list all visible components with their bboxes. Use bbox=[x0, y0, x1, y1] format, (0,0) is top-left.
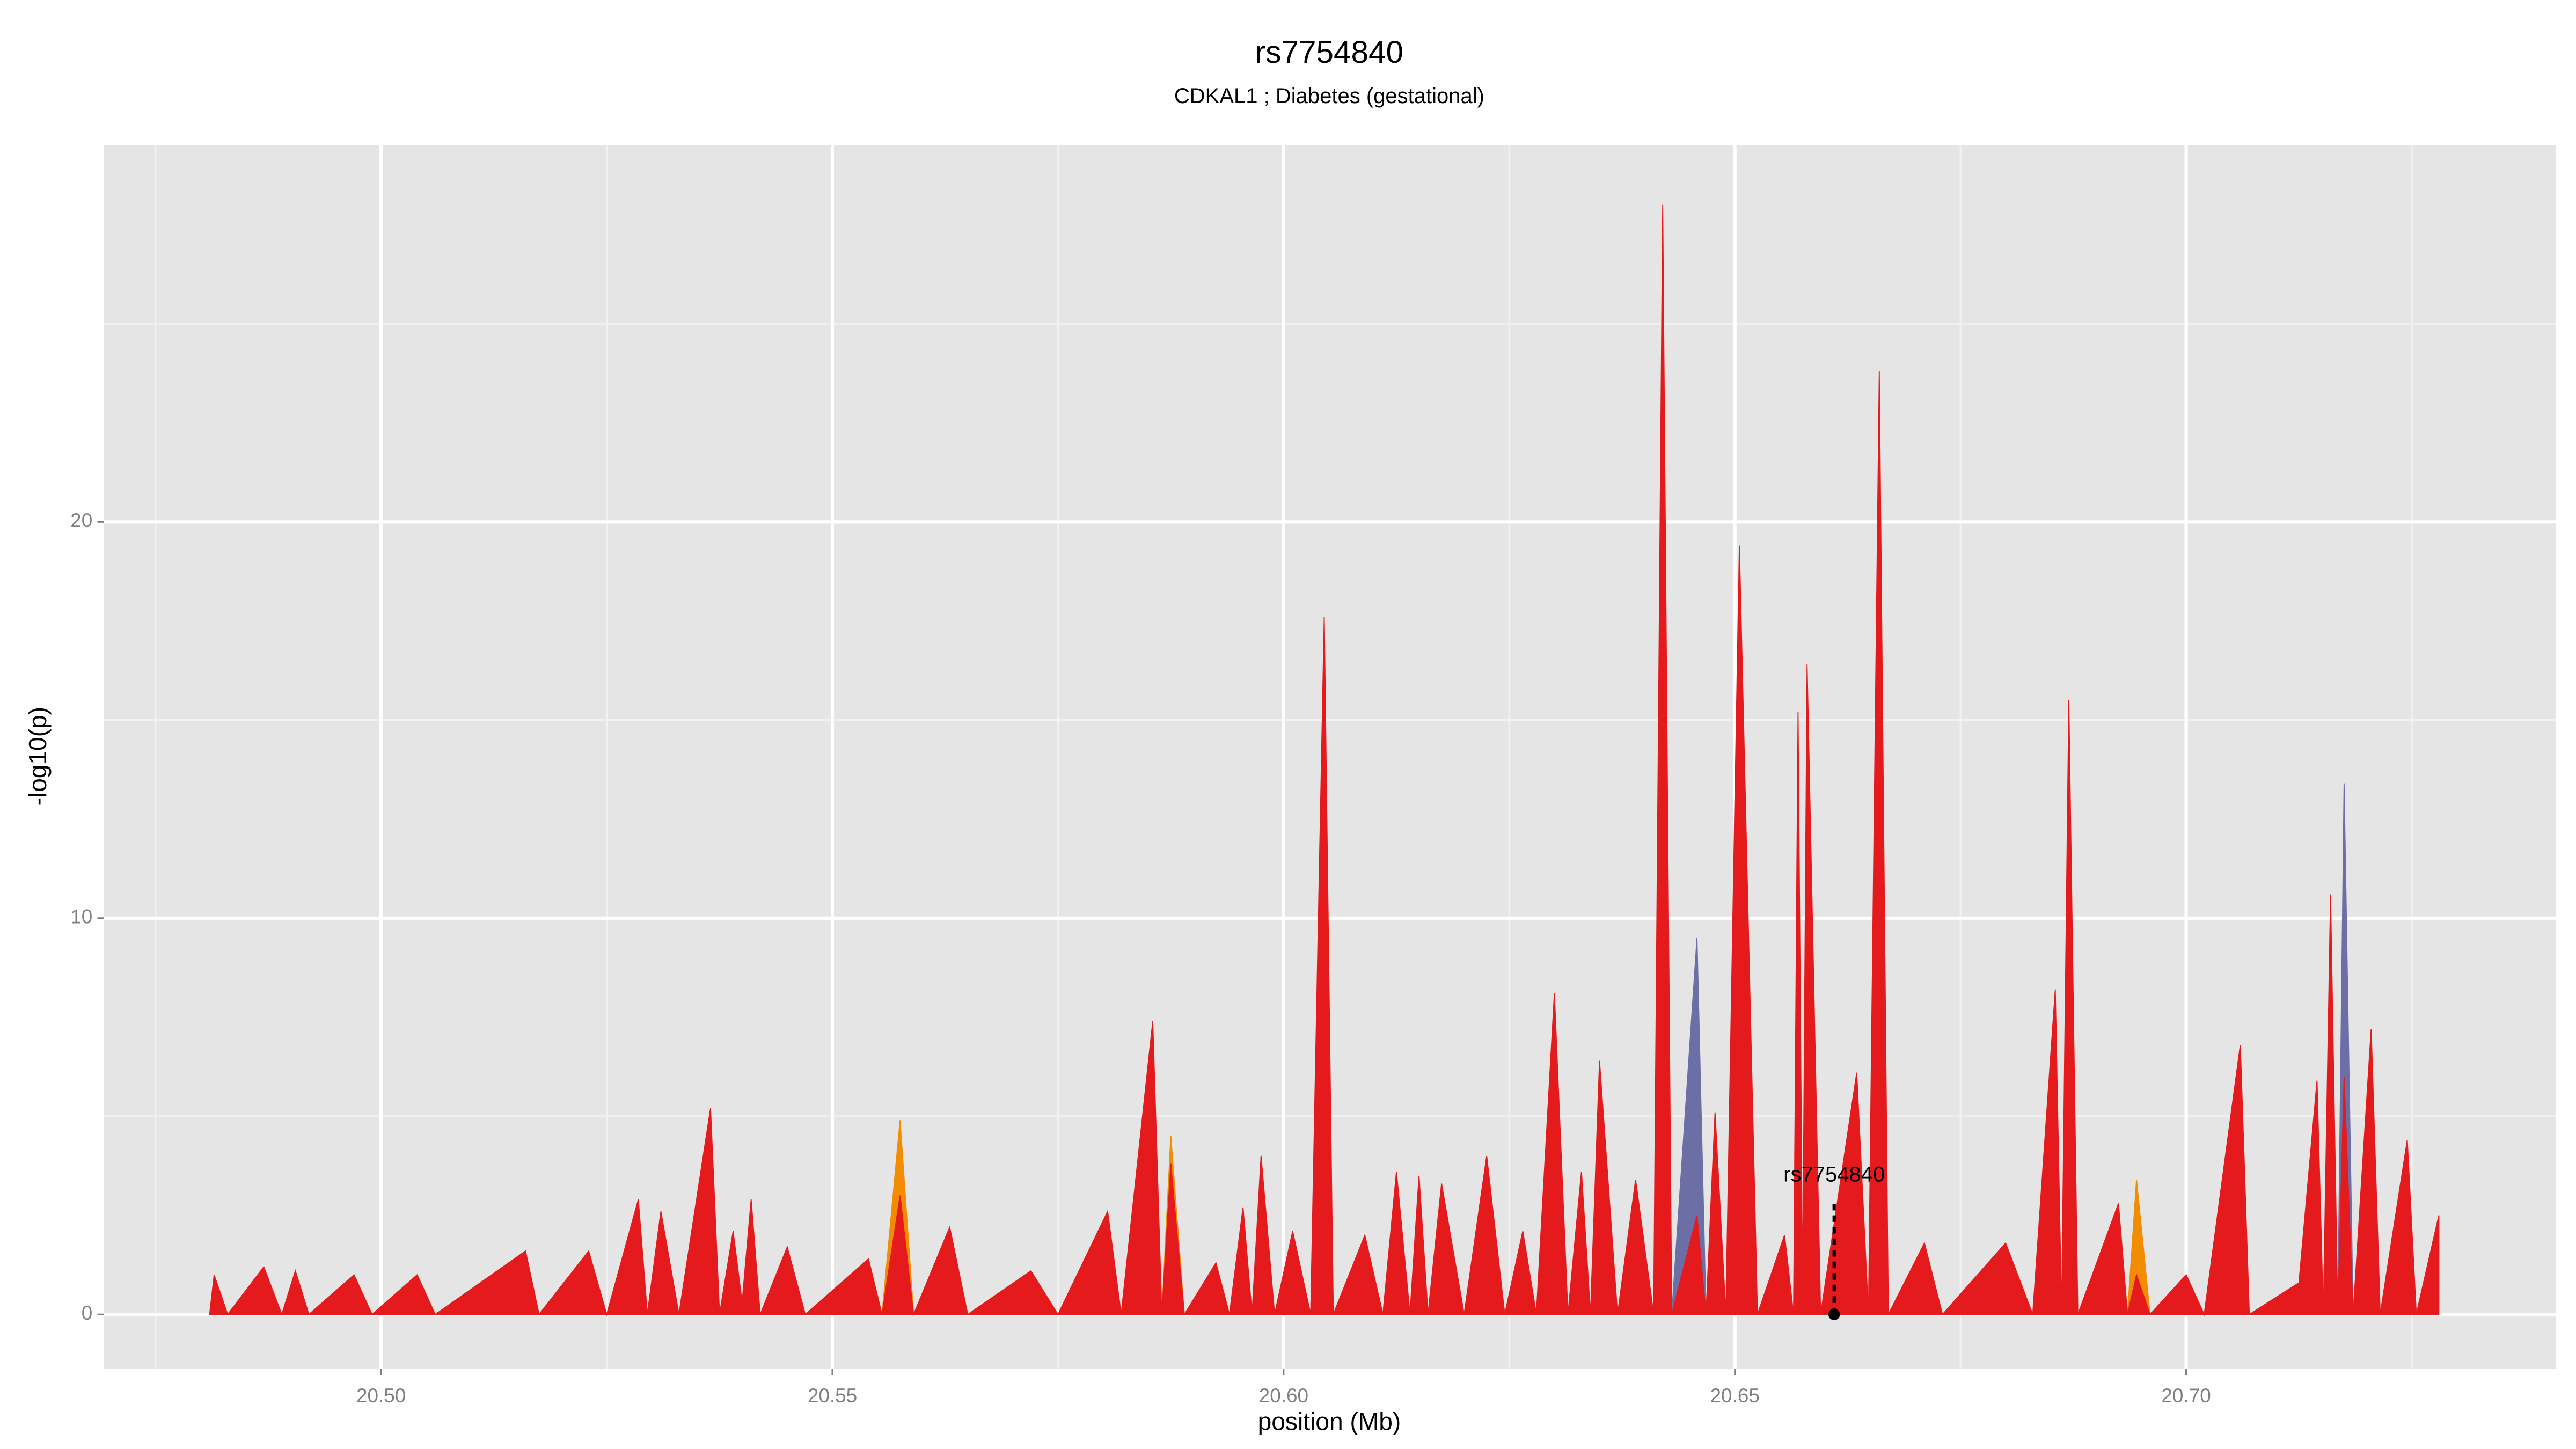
y-tick-label: 0 bbox=[82, 1302, 93, 1324]
chart-title: rs7754840 bbox=[1255, 35, 1403, 70]
x-tick-label: 20.65 bbox=[1710, 1385, 1760, 1407]
x-axis-label: position (Mb) bbox=[1258, 1407, 1401, 1435]
y-axis-label: -log10(p) bbox=[24, 707, 52, 806]
chart-subtitle: CDKAL1 ; Diabetes (gestational) bbox=[1174, 84, 1484, 108]
y-tick-label: 20 bbox=[70, 509, 92, 531]
x-tick-label: 20.60 bbox=[1259, 1385, 1308, 1407]
x-tick-label: 20.50 bbox=[356, 1385, 406, 1407]
annotation-point bbox=[1828, 1308, 1840, 1320]
annotation-label: rs7754840 bbox=[1783, 1162, 1885, 1186]
x-tick-label: 20.55 bbox=[808, 1385, 857, 1407]
x-tick-label: 20.70 bbox=[2161, 1385, 2211, 1407]
marks: rs7754840 bbox=[209, 204, 2440, 1320]
labels: 20.50 20.55 20.60 20.65 20.70 0 10 20 bbox=[70, 509, 2211, 1407]
area bbox=[209, 204, 2440, 1316]
y-tick-label: 10 bbox=[70, 906, 92, 928]
